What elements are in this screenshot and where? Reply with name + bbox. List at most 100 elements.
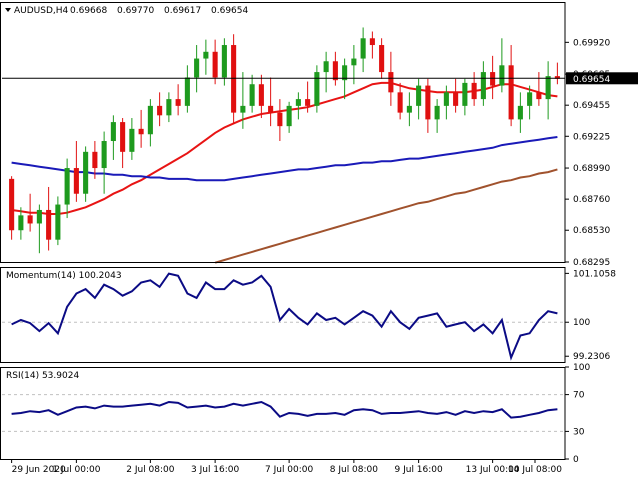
candle-body	[517, 105, 523, 120]
candle-body	[268, 105, 274, 113]
candle-body	[406, 105, 412, 113]
x-tick-label: 14 Jul 08:00	[508, 465, 562, 475]
candle-body	[9, 178, 15, 231]
candle-body	[249, 84, 255, 106]
momentum-line	[11, 272, 558, 361]
candle-body	[434, 105, 440, 120]
candle-body	[194, 58, 200, 78]
y-tick-label: 0.69455	[573, 101, 610, 111]
price-panel: 0.699200.696850.694550.692250.689900.687…	[2, 6, 638, 268]
rsi-panel: 100 70 30 0 RSI(14) 53.9024	[2, 363, 590, 465]
candle-body	[175, 99, 181, 106]
candle-body	[129, 128, 135, 152]
candle-body	[138, 128, 144, 135]
candle-body	[184, 77, 190, 106]
x-tick-label: 8 Jul 08:00	[330, 465, 379, 475]
candle-body	[379, 45, 385, 73]
x-tick-label: 9 Jul 16:00	[395, 465, 444, 475]
candle-body	[314, 72, 320, 106]
candle-body	[64, 168, 70, 205]
candle-body	[73, 168, 79, 194]
candle-body	[18, 215, 24, 231]
candle-body	[490, 72, 496, 86]
x-tick-label: 29 Jun 2020	[12, 465, 66, 475]
candle-body	[397, 92, 403, 113]
candle-body	[499, 65, 505, 86]
momentum-y-axis: 101.1058 100 99.2306	[565, 269, 616, 362]
candle-body	[545, 76, 551, 100]
ohlc-close: 0.69654	[211, 6, 248, 16]
candle-body	[120, 122, 126, 152]
candle-body	[92, 151, 98, 169]
candle-body	[286, 105, 292, 127]
symbol-header: AUDUSD,H4 0.69668 0.69770 0.69617 0.6965…	[5, 6, 248, 16]
y-tick-label: 0	[573, 455, 579, 465]
candle-body	[480, 72, 486, 100]
y-tick-label: 0.68295	[573, 258, 610, 268]
candle-body	[360, 38, 366, 59]
x-tick-label: 7 Jul 00:00	[265, 465, 314, 475]
momentum-panel: 101.1058 100 99.2306 Momentum(14) 100.2043	[2, 269, 616, 362]
candle-body	[110, 122, 116, 142]
panel-frame	[0, 267, 566, 363]
y-tick-label: 30	[573, 427, 585, 437]
candle-body	[240, 105, 246, 113]
candle-body	[369, 38, 375, 46]
candle-body	[323, 61, 329, 73]
y-tick-label: 100	[573, 363, 590, 373]
current-price-tag: 0.69654	[566, 72, 638, 85]
candle-body	[212, 51, 218, 78]
candle-body	[416, 85, 422, 106]
candle-body	[221, 45, 227, 78]
y-tick-label: 70	[573, 391, 585, 401]
y-tick-label: 0.69225	[573, 132, 610, 142]
rsi-grid	[2, 394, 565, 432]
candle-body	[453, 92, 459, 106]
x-tick-label: 3 Jul 16:00	[191, 465, 240, 475]
panel-frame	[0, 367, 566, 460]
candle-body	[536, 92, 542, 100]
candle-body	[166, 99, 172, 116]
candle-body	[351, 58, 357, 66]
y-tick-label: 0.68990	[573, 164, 610, 174]
y-tick-label: 100	[573, 318, 590, 328]
panel-frames	[0, 2, 566, 460]
ohlc-open: 0.69668	[70, 6, 107, 16]
candle-body	[332, 61, 338, 81]
candle-body	[388, 72, 394, 93]
candle-body	[527, 92, 533, 106]
candle-body	[147, 105, 153, 135]
momentum-title: Momentum(14) 100.2043	[6, 271, 122, 281]
candle-body	[101, 141, 107, 169]
x-tick-label: 1 Jul 00:00	[52, 465, 101, 475]
moving-averages	[11, 81, 558, 264]
ohlc-high: 0.69770	[117, 6, 154, 16]
candle-body	[46, 209, 52, 240]
candle-body	[462, 82, 468, 106]
candle-body	[554, 76, 560, 79]
candle-body	[157, 105, 163, 116]
moving-average-line-ma_mid	[11, 136, 558, 182]
symbol-label: AUDUSD,H4	[14, 6, 69, 16]
moving-average-line-ma_fast	[11, 81, 558, 215]
candles	[9, 27, 560, 254]
candle-body	[425, 85, 431, 120]
moving-average-line-ma_slow	[214, 168, 558, 264]
y-tick-label: 99.2306	[573, 352, 610, 362]
candle-body	[443, 92, 449, 106]
candle-body	[83, 151, 89, 194]
candle-body	[55, 204, 61, 240]
x-tick-label: 2 Jul 08:00	[126, 465, 175, 475]
rsi-title: RSI(14) 53.9024	[6, 371, 79, 381]
y-tick-label: 0.68530	[573, 226, 610, 236]
candle-body	[277, 112, 283, 127]
current-price-tag-bg	[566, 72, 638, 85]
y-tick-label: 101.1058	[573, 269, 616, 279]
candle-body	[305, 99, 311, 106]
candle-body	[295, 99, 301, 106]
candle-body	[471, 82, 477, 100]
rsi-y-axis: 100 70 30 0	[565, 363, 590, 465]
candle-body	[203, 51, 209, 59]
